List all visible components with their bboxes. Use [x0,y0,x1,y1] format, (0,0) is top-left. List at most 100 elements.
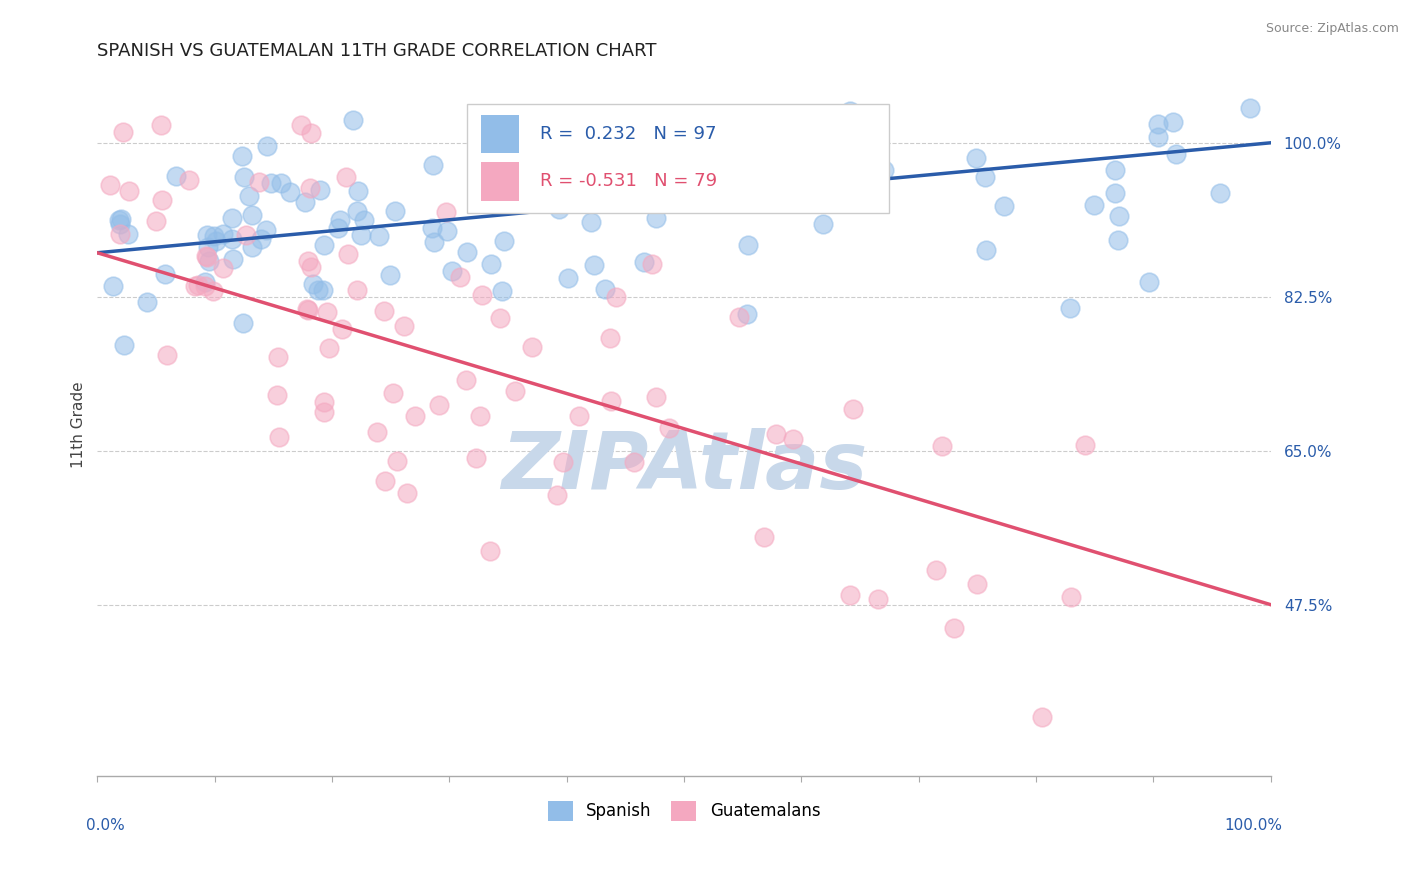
Point [873,163,896,178]
Point [307,283,329,297]
Point [330,322,353,336]
Point [479,258,502,272]
Point [195,227,218,242]
Point [427,398,450,412]
Point [318,342,340,356]
Point [346,283,368,297]
Point [568,409,591,423]
Point [839,104,862,119]
Point [593,183,616,197]
Point [553,455,575,469]
Point [449,270,471,285]
Point [554,178,576,192]
Point [98,178,121,192]
Point [533,158,555,172]
Point [108,212,131,227]
Point [110,212,132,227]
Point [232,316,254,330]
Point [976,243,998,257]
Point [479,543,502,558]
Point [315,305,337,319]
Point [1059,301,1081,315]
Point [153,267,176,281]
Point [350,228,373,243]
Point [546,488,568,502]
Point [374,474,396,488]
Point [1074,438,1097,452]
Point [588,173,610,187]
Point [1164,146,1187,161]
Point [1083,198,1105,212]
Point [108,217,131,231]
Point [1146,130,1168,145]
Point [342,112,364,127]
Point [269,430,291,444]
Point [221,231,243,245]
Text: 100.0%: 100.0% [1225,819,1282,833]
Point [488,311,510,326]
Point [337,247,360,261]
Point [434,204,457,219]
Point [309,183,332,197]
Point [297,253,319,268]
Point [117,227,139,241]
Point [297,301,319,316]
Point [436,224,458,238]
Point [811,159,834,173]
Legend: Spanish, Guatemalans: Spanish, Guatemalans [541,794,827,828]
Point [737,238,759,252]
Point [675,186,697,200]
Point [329,213,352,227]
Point [644,211,666,226]
Point [454,373,477,387]
Point [254,223,277,237]
Point [270,176,292,190]
Point [641,256,664,270]
Text: SPANISH VS GUATEMALAN 11TH GRADE CORRELATION CHART: SPANISH VS GUATEMALAN 11TH GRADE CORRELA… [97,42,657,60]
Point [965,151,987,165]
Point [595,282,617,296]
Point [456,245,478,260]
Point [392,318,415,333]
Point [194,249,217,263]
Point [378,268,401,282]
Point [204,234,226,248]
Point [183,279,205,293]
Point [557,271,579,285]
Point [470,409,492,424]
Point [838,588,860,602]
Point [492,234,515,248]
Point [579,215,602,229]
Point [267,351,290,365]
Point [1147,117,1170,131]
Point [752,530,775,544]
Point [633,254,655,268]
Point [1107,233,1129,247]
Point [1209,186,1232,201]
Point [1060,590,1083,604]
Point [240,208,263,222]
Point [782,432,804,446]
Point [235,228,257,243]
Point [441,264,464,278]
Point [156,348,179,362]
Point [866,592,889,607]
Point [256,139,278,153]
Point [312,405,335,419]
Point [582,258,605,272]
Point [768,149,790,163]
Point [1239,101,1261,115]
Point [404,409,426,423]
Point [194,275,217,289]
Text: 0.0%: 0.0% [86,819,124,833]
Point [728,310,751,324]
Point [599,331,621,345]
Point [211,260,233,275]
Point [387,454,409,468]
Point [464,450,486,465]
Point [931,439,953,453]
Point [813,217,835,231]
FancyBboxPatch shape [481,115,519,153]
Point [302,277,325,291]
Point [108,227,131,241]
